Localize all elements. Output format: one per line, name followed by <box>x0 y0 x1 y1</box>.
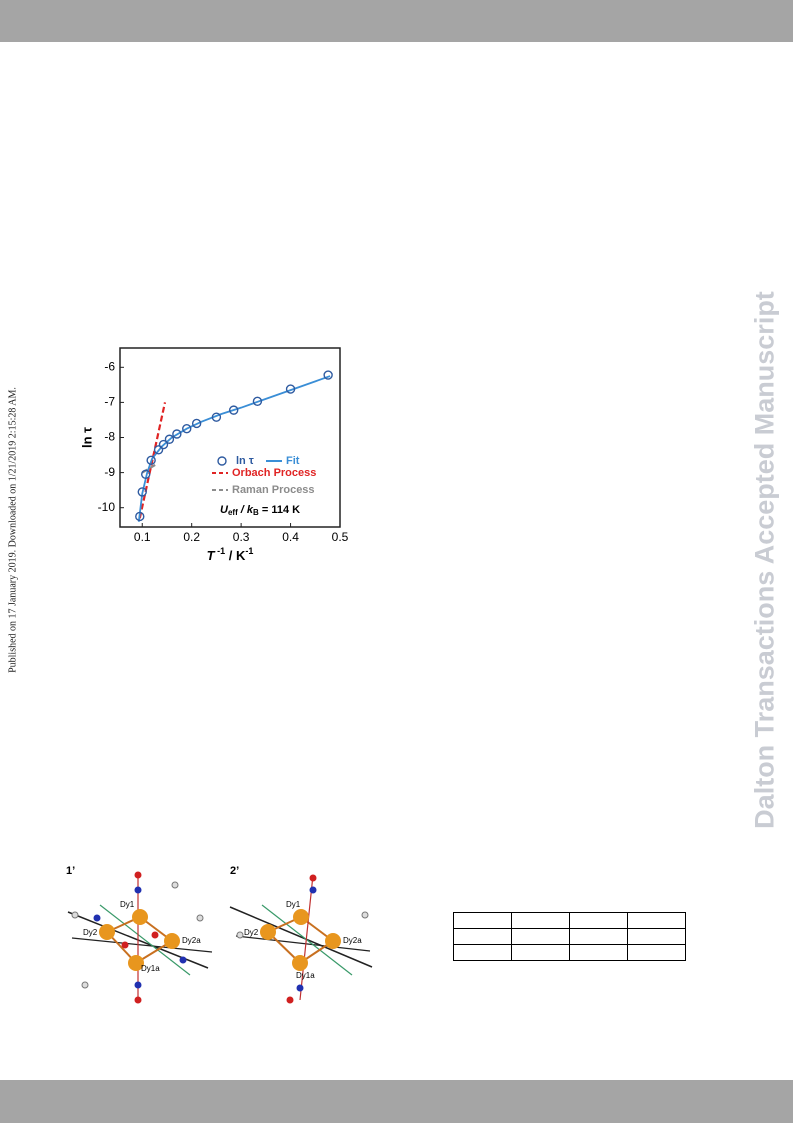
x-tick-label: 0.1 <box>134 530 151 544</box>
legend-label: Raman Process <box>232 484 315 496</box>
data-point <box>158 439 169 450</box>
annotation-part: / k <box>238 504 254 516</box>
series-line <box>137 375 331 522</box>
annotation-part: = 114 K <box>259 504 300 516</box>
data-point <box>135 511 145 522</box>
plot-frame <box>119 347 341 528</box>
x-axis-label-part: T <box>207 548 216 563</box>
x-tick-label: 0.3 <box>233 530 250 544</box>
x-tick-label: 0.4 <box>282 530 299 544</box>
y-tick-label: -9 <box>104 465 115 479</box>
x-tick-label: 0.5 <box>332 530 349 544</box>
data-point <box>252 396 263 407</box>
x-axis-label-part: -1 <box>245 546 253 556</box>
data-point <box>229 405 239 415</box>
data-point <box>182 424 192 434</box>
data-point <box>146 455 156 466</box>
data-point <box>137 487 147 497</box>
data-point <box>172 429 182 439</box>
y-tick-label: -6 <box>104 359 115 373</box>
annotation-part: U <box>220 504 229 516</box>
y-tick-label: -8 <box>104 430 115 444</box>
annotation-part: B <box>253 508 259 517</box>
data-point <box>211 412 222 422</box>
data-point <box>141 469 151 480</box>
legend-label: Fit <box>286 455 300 467</box>
y-tick-label: -10 <box>98 500 116 514</box>
x-tick-label: 0.2 <box>183 530 200 544</box>
x-axis-label-part: -1 <box>215 546 226 556</box>
annotation: Ueff / kB = 114 K <box>220 504 300 517</box>
header-bar <box>0 0 793 42</box>
data-point <box>164 434 175 444</box>
legend-label: ln τ <box>236 455 254 467</box>
y-axis-label: ln τ <box>79 427 94 448</box>
data-point <box>191 418 202 429</box>
y-tick-label: -7 <box>104 395 115 409</box>
x-axis-label: T -1 / K-1 <box>207 546 254 563</box>
x-axis-label-part: / K <box>225 548 246 563</box>
table <box>453 912 686 961</box>
footer-bar <box>0 1080 793 1123</box>
legend-label: Orbach Process <box>232 467 316 479</box>
legend-marker <box>217 456 227 466</box>
annotation-part: eff <box>228 508 238 517</box>
data-point <box>323 370 333 380</box>
data-point <box>285 384 296 394</box>
data-point <box>153 445 164 455</box>
